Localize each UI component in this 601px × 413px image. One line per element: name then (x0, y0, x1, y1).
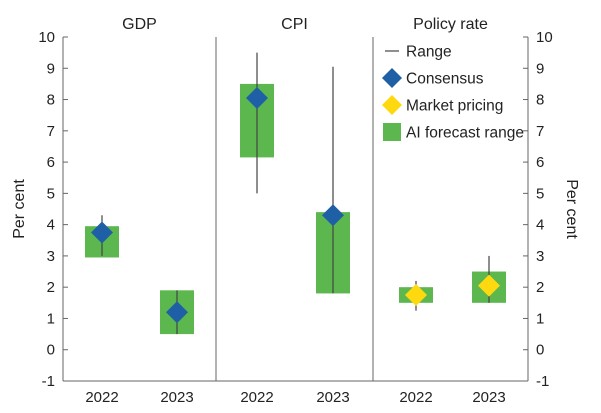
consensus-marker (91, 221, 113, 244)
legend-ai-swatch (383, 123, 401, 141)
x-tick-label: 2022 (240, 389, 273, 406)
y-tick-label-right: 9 (536, 60, 544, 77)
y-tick-label-right: 6 (536, 154, 544, 171)
y-tick-label-left: 9 (47, 60, 55, 77)
y-tick-label-left: 6 (47, 154, 55, 171)
legend-label: Range (406, 44, 452, 61)
y-tick-label-right: 5 (536, 185, 544, 202)
legend-label: Consensus (406, 71, 484, 88)
legend-consensus-swatch (382, 68, 402, 88)
y-tick-label-right: 2 (536, 279, 544, 296)
panel-title: CPI (281, 16, 308, 33)
x-tick-label: 2023 (160, 389, 193, 406)
y-tick-label-right: 7 (536, 123, 544, 140)
market-pricing-marker (405, 284, 427, 306)
y-tick-label-right: 10 (536, 29, 553, 46)
consensus-marker (322, 204, 344, 227)
y-tick-label-left: 7 (47, 123, 55, 140)
y-tick-label-left: 1 (47, 310, 55, 327)
panel-title: GDP (122, 16, 157, 33)
y-tick-label-left: 8 (47, 92, 55, 109)
y-tick-label-left: -1 (42, 373, 55, 390)
x-tick-label: 2022 (85, 389, 118, 406)
consensus-marker (166, 301, 188, 324)
y-tick-label-right: -1 (536, 373, 549, 390)
y-tick-label-left: 2 (47, 279, 55, 296)
legend-market-swatch (382, 95, 402, 115)
y-tick-label-left: 4 (47, 217, 55, 234)
x-tick-label: 2023 (472, 389, 505, 406)
legend-label: AI forecast range (406, 125, 524, 142)
consensus-marker (246, 86, 268, 109)
legend: Range Consensus Market pricing AI forecast … (382, 44, 524, 142)
y-tick-label-left: 3 (47, 248, 55, 265)
y-axis-title-right: Per cent (563, 179, 580, 239)
chart-marks (85, 52, 506, 335)
y-tick-label-right: 0 (536, 342, 544, 359)
x-tick-label: 2022 (399, 389, 432, 406)
y-axis-title-left: Per cent (11, 179, 28, 239)
panel-titles: GDP CPI Policy rate (122, 16, 488, 33)
panel-title: Policy rate (413, 16, 488, 33)
y-tick-label-left: 0 (47, 342, 55, 359)
x-tick-label: 2023 (316, 389, 349, 406)
y-tick-label-right: 1 (536, 310, 544, 327)
y-tick-label-left: 10 (38, 29, 55, 46)
legend-label: Market pricing (406, 98, 503, 115)
y-tick-label-right: 8 (536, 92, 544, 109)
y-tick-label-right: 3 (536, 248, 544, 265)
y-tick-label-right: 4 (536, 217, 544, 234)
y-tick-label-left: 5 (47, 185, 55, 202)
market-pricing-marker (478, 274, 500, 297)
